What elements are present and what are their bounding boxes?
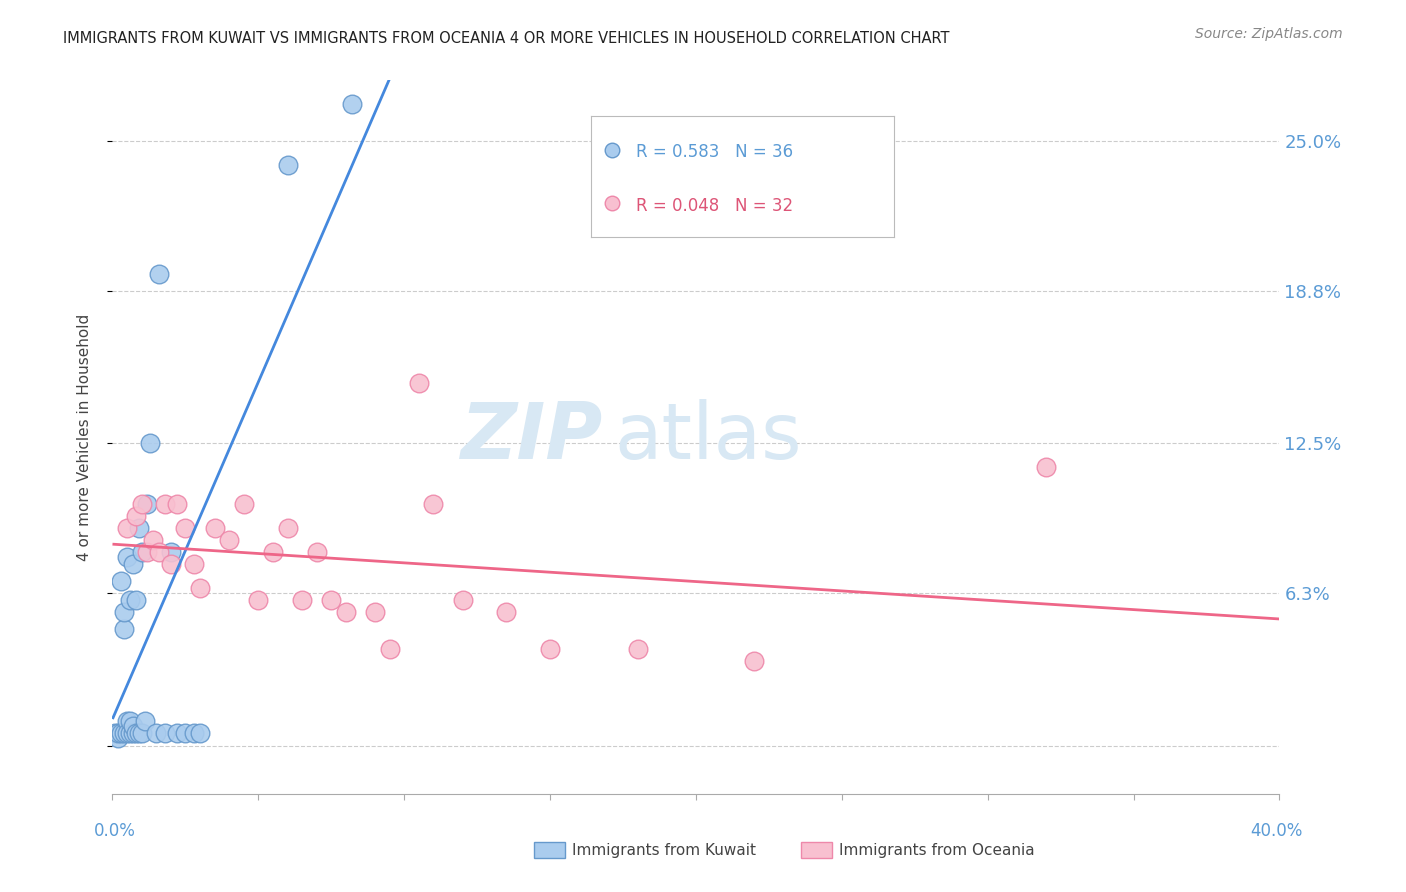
Point [174, 726, 197, 740]
Point [166, 726, 188, 740]
Point [107, 726, 129, 740]
Point [627, 641, 650, 656]
Point [125, 593, 148, 607]
Point [131, 497, 153, 511]
Point [122, 726, 145, 740]
Point [204, 521, 226, 535]
Point [340, 97, 363, 112]
Point [112, 606, 135, 620]
Point [364, 606, 387, 620]
Point [148, 545, 170, 559]
Point [183, 726, 205, 740]
Point [136, 545, 159, 559]
Text: Immigrants from Oceania: Immigrants from Oceania [839, 843, 1035, 857]
Point [153, 726, 176, 740]
Point [136, 497, 159, 511]
Point [188, 726, 211, 740]
Text: ZIP: ZIP [460, 399, 603, 475]
Point [118, 714, 141, 729]
Point [115, 521, 138, 535]
Point [131, 545, 153, 559]
Point [110, 574, 132, 588]
Point [148, 267, 170, 281]
Point [174, 521, 197, 535]
Text: IMMIGRANTS FROM KUWAIT VS IMMIGRANTS FROM OCEANIA 4 OR MORE VEHICLES IN HOUSEHOL: IMMIGRANTS FROM KUWAIT VS IMMIGRANTS FRO… [63, 31, 950, 46]
Point [160, 545, 183, 559]
Point [247, 593, 270, 607]
Point [232, 497, 254, 511]
Point [276, 521, 298, 535]
Point [276, 158, 298, 172]
Point [742, 654, 765, 668]
Point [451, 593, 474, 607]
Point [122, 557, 145, 571]
Point [142, 533, 165, 547]
Point [118, 593, 141, 607]
Point [495, 606, 517, 620]
Text: atlas: atlas [614, 399, 801, 475]
Point [218, 533, 240, 547]
Point [183, 557, 205, 571]
Point [125, 726, 148, 740]
Point [305, 545, 328, 559]
Point [115, 726, 138, 740]
Point [335, 606, 357, 620]
Point [1035, 460, 1057, 475]
Point [139, 436, 162, 450]
Point [115, 549, 138, 564]
Point [128, 521, 150, 535]
Point [160, 557, 183, 571]
Point [107, 731, 129, 746]
Point [422, 497, 444, 511]
Text: 40.0%: 40.0% [1250, 822, 1303, 840]
Text: Source: ZipAtlas.com: Source: ZipAtlas.com [1195, 27, 1343, 41]
Point [112, 623, 135, 637]
Point [188, 581, 211, 595]
Point [538, 641, 561, 656]
Point [112, 726, 135, 740]
Point [145, 726, 167, 740]
Point [115, 714, 138, 729]
Point [378, 641, 401, 656]
Point [122, 719, 145, 733]
Point [110, 726, 132, 740]
Point [104, 726, 127, 740]
Y-axis label: 4 or more Vehicles in Household: 4 or more Vehicles in Household [77, 313, 91, 561]
Point [125, 508, 148, 523]
Text: 0.0%: 0.0% [94, 822, 136, 840]
Point [153, 497, 176, 511]
Text: Immigrants from Kuwait: Immigrants from Kuwait [572, 843, 756, 857]
Point [118, 726, 141, 740]
Point [131, 726, 153, 740]
Point [166, 497, 188, 511]
Point [262, 545, 284, 559]
Point [128, 726, 150, 740]
Point [134, 714, 156, 729]
Point [321, 593, 343, 607]
Point [291, 593, 314, 607]
Point [408, 376, 430, 390]
